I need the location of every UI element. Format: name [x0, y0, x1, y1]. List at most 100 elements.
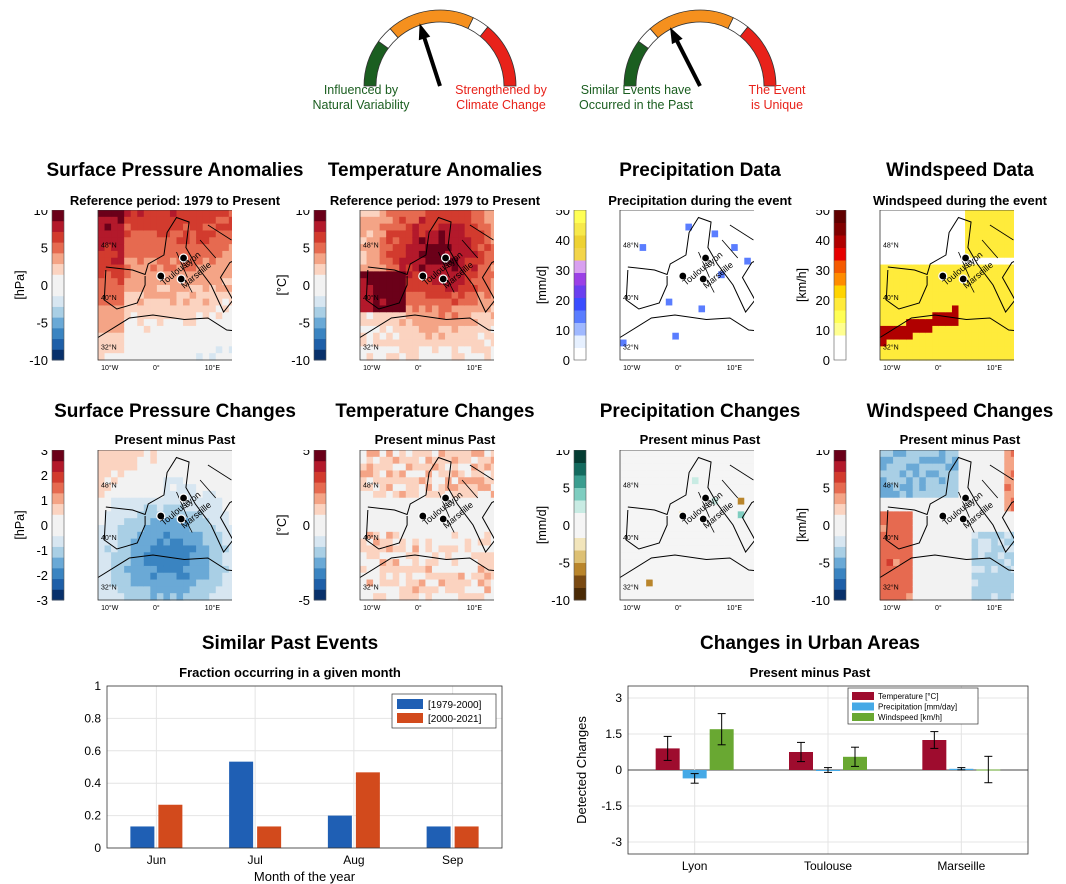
map-cell: [672, 490, 680, 499]
map-cell: [150, 545, 158, 553]
map-cell: [222, 470, 230, 478]
map-cell: [906, 593, 914, 601]
map-cell: [997, 257, 1005, 266]
map-cell: [98, 325, 106, 334]
map-cell: [744, 332, 752, 341]
map-cell: [484, 531, 492, 540]
map-cell: [978, 250, 986, 259]
map-cell: [222, 312, 230, 320]
colorbar-unit: [hPa]: [13, 270, 27, 299]
map-cell: [150, 559, 158, 567]
map-cell: [691, 559, 700, 567]
map-cell: [978, 450, 986, 458]
map-cell: [458, 559, 466, 567]
map-cell: [698, 572, 706, 581]
map-cell: [458, 353, 466, 361]
colorbar-tick: 50: [556, 210, 570, 218]
map-cell: [471, 484, 479, 492]
map-cell: [209, 538, 217, 547]
map-cell: [431, 456, 440, 465]
map-cell: [228, 565, 232, 574]
map-cell: [750, 332, 754, 341]
map-cell: [196, 484, 204, 492]
map-cell: [183, 223, 191, 232]
map-cell: [893, 545, 901, 553]
map-cell: [111, 450, 119, 458]
map-cell: [189, 484, 197, 492]
map-cell: [984, 593, 992, 601]
map-cell: [451, 278, 459, 286]
map-cell: [1004, 230, 1012, 238]
map-cell: [458, 312, 466, 320]
colorbar-step: [834, 535, 846, 547]
map-cell: [945, 511, 953, 519]
map-cell: [925, 305, 933, 313]
map-cell: [906, 230, 914, 238]
map-cell: [490, 565, 494, 574]
map-cell: [724, 579, 732, 587]
map-title: Surface Pressure Anomalies: [46, 160, 304, 181]
map-cell: [425, 538, 433, 547]
gauge1-left-label: Influenced by Natural Variability: [312, 83, 410, 112]
map-cell: [130, 490, 138, 499]
map-cell: [360, 490, 368, 499]
map-cell: [399, 504, 407, 512]
map-cell: [659, 353, 667, 361]
map-cell: [626, 470, 634, 478]
map-cell: [886, 490, 894, 499]
map-cell: [418, 456, 427, 465]
map-cell: [711, 285, 719, 293]
map-cell: [399, 450, 407, 458]
map-cell: [438, 477, 446, 485]
map-cell: [685, 504, 693, 512]
map-cell: [659, 470, 667, 478]
map-cell: [938, 332, 947, 341]
map-cell: [445, 586, 453, 594]
map-cell: [731, 325, 739, 334]
map-cell: [938, 230, 947, 238]
map-cell: [698, 586, 706, 594]
map-cell: [731, 552, 739, 560]
map-cell: [965, 332, 973, 341]
map-cell: [445, 579, 453, 587]
map-cell: [919, 477, 927, 485]
map-cell: [886, 511, 894, 519]
lon-tick: 0°: [935, 604, 942, 612]
map-cell: [665, 490, 673, 499]
map-cell: [156, 565, 165, 574]
y-tick-label: 0: [94, 841, 101, 855]
map-cell: [464, 450, 472, 458]
map-cell: [484, 278, 492, 286]
map-cell: [143, 216, 151, 225]
map-cell: [626, 271, 634, 279]
map-cell: [137, 470, 145, 478]
map-cell: [659, 518, 667, 526]
map-cell: [360, 353, 368, 361]
map-cell: [938, 484, 947, 492]
map-cell: [471, 463, 479, 472]
map-cell: [392, 353, 400, 361]
map-cell: [228, 559, 232, 567]
map-cell: [163, 572, 171, 581]
map-cell: [202, 223, 210, 232]
map-cell: [477, 271, 485, 279]
map-cell: [130, 531, 138, 540]
lat-tick: 32°N: [363, 584, 379, 592]
map-cell: [893, 579, 901, 587]
map-cell: [477, 244, 485, 252]
map-cell: [978, 579, 986, 587]
map-cell: [965, 210, 973, 218]
map-cell: [705, 586, 713, 594]
map-title: Windspeed Changes: [866, 401, 1054, 422]
map-cell: [984, 511, 992, 519]
map-cell: [366, 518, 374, 526]
map-cell: [984, 244, 992, 252]
lon-tick: 0°: [153, 604, 160, 612]
map-cell: [137, 490, 145, 499]
map-cell: [991, 305, 999, 313]
map-cell: [117, 456, 125, 465]
map-cell: [360, 545, 368, 553]
map-cell: [451, 332, 459, 341]
map-cell: [978, 477, 986, 485]
map-cell: [183, 552, 191, 560]
